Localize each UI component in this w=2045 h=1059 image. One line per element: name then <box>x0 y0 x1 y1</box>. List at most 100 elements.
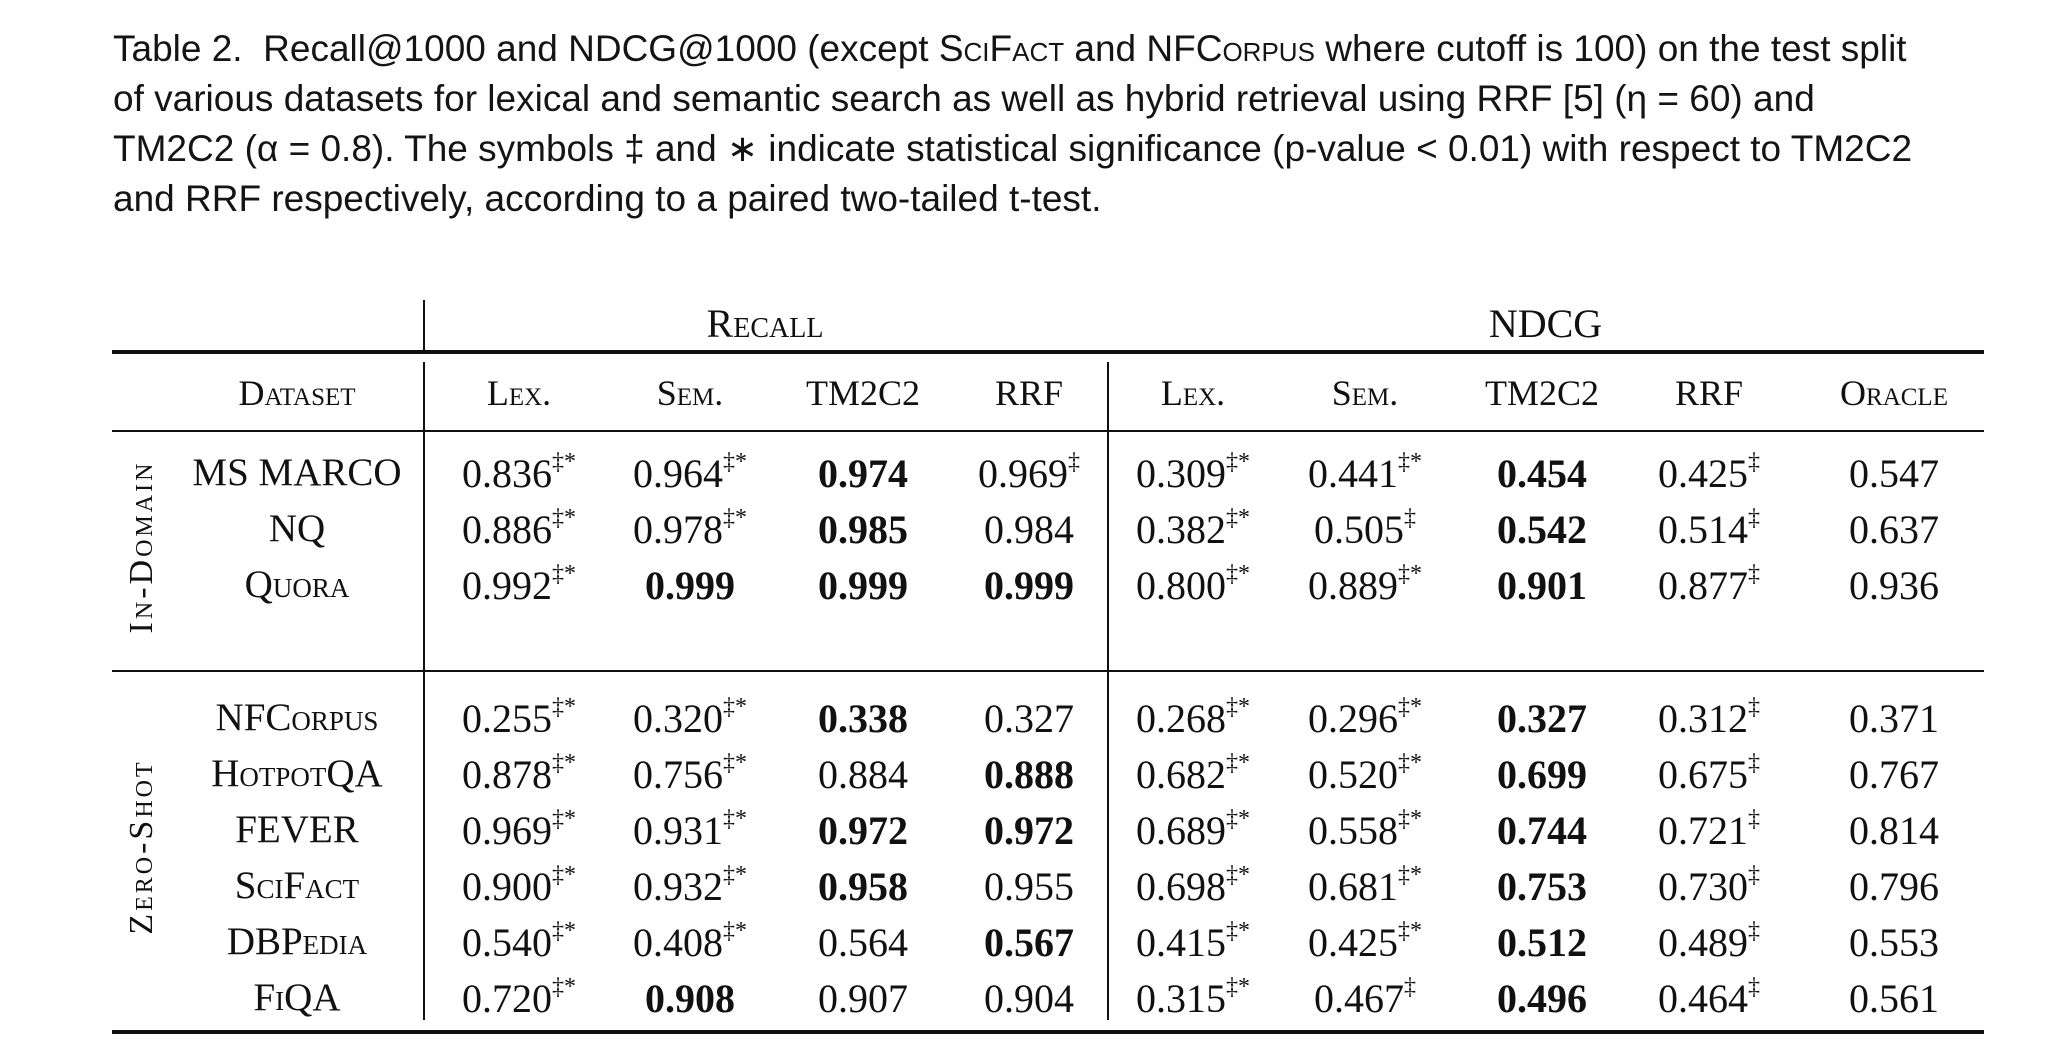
cell-value: 0.309 <box>1136 451 1226 496</box>
cell-value: 0.878 <box>462 752 552 797</box>
significance-marker: ‡* <box>552 560 576 587</box>
table-cell: 0.721‡ <box>1627 806 1792 854</box>
table-cell: 0.558‡* <box>1283 805 1448 854</box>
cell-value: 0.512 <box>1497 920 1587 965</box>
table-cell: 0.877‡ <box>1627 560 1792 609</box>
table-cell: 0.904 <box>947 975 1112 1022</box>
cell-value: 0.884 <box>818 752 908 797</box>
table-cell: 0.408‡* <box>608 918 773 966</box>
cell-value: 0.327 <box>1497 696 1587 741</box>
significance-marker: ‡* <box>723 504 747 531</box>
cell-value: 0.464 <box>1658 976 1748 1021</box>
table-cell: 0.814 <box>1812 807 1977 854</box>
significance-marker: ‡* <box>552 749 576 776</box>
significance-marker: ‡* <box>723 693 747 720</box>
table-cell: 0.689‡* <box>1111 806 1276 854</box>
cell-value: 0.889 <box>1308 563 1398 608</box>
cell-value: 0.441 <box>1308 451 1398 496</box>
table-cell: 0.496 <box>1460 975 1625 1022</box>
table-cell: 0.972 <box>781 807 946 854</box>
table-cell: 0.955 <box>947 863 1112 910</box>
column-header-ndcg-lex: Lex. <box>1160 373 1226 413</box>
table-cell: 0.675‡ <box>1627 749 1792 798</box>
cell-value: 0.744 <box>1497 808 1587 853</box>
column-header-ndcg-rrf: RRF <box>1674 373 1744 413</box>
cell-value: 0.415 <box>1136 920 1226 965</box>
cell-value: 0.992 <box>462 563 552 608</box>
caption-line-1: Table 2. Recall@1000 and NDCG@1000 (exce… <box>113 28 1907 69</box>
group-header-ndcg: NDCG <box>1488 301 1603 346</box>
cell-value: 0.467 <box>1314 976 1404 1021</box>
table-cell: 0.512 <box>1460 919 1625 966</box>
significance-marker: ‡ <box>1748 693 1760 720</box>
table-cell: 0.999 <box>947 562 1112 609</box>
table-cell: 0.999 <box>608 562 773 609</box>
cell-value: 0.561 <box>1849 976 1939 1021</box>
column-header-recall-sem: Sem. <box>656 373 724 413</box>
significance-marker: ‡* <box>1226 917 1250 944</box>
table-cell: 0.985 <box>781 506 946 553</box>
table-cell: 0.312‡ <box>1627 693 1792 742</box>
cell-value: 0.681 <box>1308 864 1398 909</box>
table-cell: 0.931‡* <box>608 805 773 854</box>
section-rule <box>112 670 1984 672</box>
significance-marker: ‡* <box>552 917 576 944</box>
significance-marker: ‡ <box>1748 448 1760 475</box>
cell-value: 0.425 <box>1308 920 1398 965</box>
table-cell: 0.756‡* <box>608 750 773 798</box>
table-cell: 0.974 <box>781 450 946 497</box>
table-cell: 0.520‡* <box>1283 750 1448 798</box>
table-cell: 0.969‡ <box>947 449 1112 497</box>
table-cell: 0.505‡ <box>1283 505 1448 553</box>
table-cell: 0.796 <box>1812 863 1977 910</box>
cell-value: 0.520 <box>1308 752 1398 797</box>
table-cell: 0.992‡* <box>437 560 602 609</box>
dataset-name: SciFact <box>234 864 360 907</box>
cell-value: 0.312 <box>1658 696 1748 741</box>
table-cell: 0.681‡* <box>1283 862 1448 910</box>
table-cell: 0.542 <box>1460 506 1625 553</box>
cell-value: 0.320 <box>633 696 723 741</box>
significance-marker: ‡* <box>1398 805 1422 832</box>
bottom-rule <box>112 1030 1984 1034</box>
cell-value: 0.999 <box>818 563 908 608</box>
dataset-name: Quora <box>244 563 350 606</box>
cell-value: 0.514 <box>1658 507 1748 552</box>
table-cell: 0.553 <box>1812 919 1977 966</box>
section-label-zero-shot: Zero-Shot <box>123 759 160 935</box>
table-cell: 0.327 <box>947 695 1112 742</box>
significance-marker: ‡* <box>552 448 576 475</box>
significance-marker: ‡* <box>552 693 576 720</box>
significance-marker: ‡* <box>723 805 747 832</box>
group-header-recall: Recall <box>706 301 824 346</box>
cell-value: 0.972 <box>818 808 908 853</box>
table-cell: 0.932‡* <box>608 862 773 910</box>
significance-marker: ‡* <box>1398 917 1422 944</box>
cell-value: 0.969 <box>978 451 1068 496</box>
significance-marker: ‡* <box>1226 693 1250 720</box>
cell-value: 0.505 <box>1314 507 1404 552</box>
table-cell: 0.878‡* <box>437 749 602 798</box>
cell-value: 0.558 <box>1308 808 1398 853</box>
column-header-recall-tm2c2: TM2C2 <box>805 373 920 413</box>
table-cell: 0.296‡* <box>1283 694 1448 742</box>
table-cell: 0.699 <box>1460 751 1625 798</box>
cell-value: 0.720 <box>462 976 552 1021</box>
cell-value: 0.553 <box>1849 920 1939 965</box>
cell-value: 0.969 <box>462 808 552 853</box>
cell-value: 0.699 <box>1497 752 1587 797</box>
cell-value: 0.955 <box>984 864 1074 909</box>
cell-value: 0.936 <box>1849 563 1939 608</box>
table-cell: 0.309‡* <box>1111 449 1276 497</box>
significance-marker: ‡ <box>1748 560 1760 587</box>
cell-value: 0.637 <box>1849 507 1939 552</box>
significance-marker: ‡* <box>1398 448 1422 475</box>
cell-value: 0.800 <box>1136 563 1226 608</box>
significance-marker: ‡ <box>1404 973 1416 1000</box>
table-cell: 0.540‡* <box>437 917 602 966</box>
significance-marker: ‡ <box>1748 749 1760 776</box>
cell-value: 0.540 <box>462 920 552 965</box>
cell-value: 0.931 <box>633 808 723 853</box>
cell-value: 0.836 <box>462 451 552 496</box>
cell-value: 0.978 <box>633 507 723 552</box>
